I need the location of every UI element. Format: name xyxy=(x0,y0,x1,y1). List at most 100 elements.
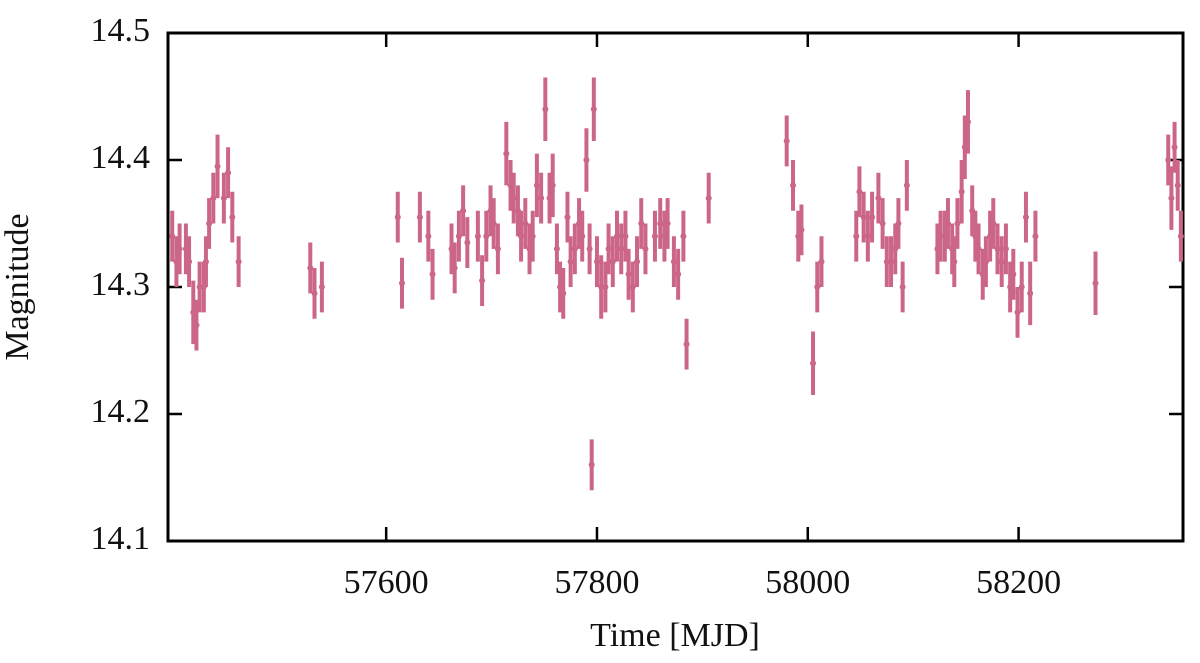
data-point xyxy=(196,284,203,290)
data-point xyxy=(903,182,910,189)
data-point xyxy=(425,233,432,240)
data-point xyxy=(318,284,325,290)
data-point xyxy=(1022,214,1029,221)
data-point xyxy=(899,284,906,290)
data-point xyxy=(398,280,405,287)
data-point xyxy=(588,461,595,468)
data-point xyxy=(474,233,481,240)
data-point xyxy=(609,258,616,265)
data-point xyxy=(798,226,805,233)
data-point xyxy=(954,220,961,227)
data-point xyxy=(1171,144,1178,151)
data-point xyxy=(680,233,687,240)
data-point xyxy=(225,169,232,176)
data-point xyxy=(618,245,625,252)
data-point xyxy=(1174,182,1181,189)
data-point xyxy=(214,163,221,170)
data-point xyxy=(538,195,545,202)
data-point xyxy=(533,182,540,189)
data-point xyxy=(1002,245,1009,252)
data-point xyxy=(483,233,490,240)
data-point xyxy=(598,284,605,290)
data-point xyxy=(664,220,671,227)
data-point xyxy=(888,258,895,265)
data-point xyxy=(583,157,590,163)
data-point xyxy=(975,245,982,252)
data-point xyxy=(883,258,890,265)
data-point xyxy=(1018,284,1025,290)
data-point xyxy=(625,271,632,278)
data-point xyxy=(564,214,571,221)
data-point xyxy=(206,220,213,227)
y-axis-title: Magnitude xyxy=(0,213,36,360)
data-point xyxy=(307,264,314,271)
data-point xyxy=(235,258,242,265)
data-point xyxy=(683,341,690,348)
data-point xyxy=(937,233,944,240)
data-point xyxy=(579,233,586,240)
x-tick-label: 58000 xyxy=(765,564,850,601)
data-point xyxy=(416,214,423,221)
data-point xyxy=(1092,280,1099,287)
data-point xyxy=(964,118,971,125)
data-point xyxy=(990,220,997,227)
data-point xyxy=(994,245,1001,252)
data-point xyxy=(864,233,871,240)
data-point xyxy=(518,233,525,240)
data-point xyxy=(542,106,549,113)
data-point xyxy=(479,277,486,284)
data-point xyxy=(853,233,860,240)
data-point xyxy=(998,258,1005,265)
data-point xyxy=(210,195,217,202)
x-tick-label: 57600 xyxy=(344,564,429,601)
data-point xyxy=(186,258,193,265)
data-point xyxy=(783,137,790,144)
y-tick-label: 14.3 xyxy=(91,266,151,303)
data-point xyxy=(856,188,863,195)
data-point xyxy=(879,220,886,227)
data-point xyxy=(522,220,529,227)
data-point xyxy=(670,258,677,265)
data-point xyxy=(629,284,636,290)
data-point xyxy=(705,195,712,202)
data-point xyxy=(220,195,227,202)
data-point xyxy=(490,220,497,227)
data-point xyxy=(634,258,641,265)
data-point xyxy=(553,245,560,252)
y-tick-label: 14.2 xyxy=(91,393,151,430)
data-point xyxy=(464,239,471,246)
data-point xyxy=(638,220,645,227)
data-point xyxy=(494,245,501,252)
data-point xyxy=(451,264,458,271)
data-point xyxy=(229,214,236,221)
data-point xyxy=(429,271,436,278)
data-point xyxy=(1165,157,1172,163)
data-point xyxy=(586,245,593,252)
data-point xyxy=(642,245,649,252)
x-tick-label: 57800 xyxy=(554,564,639,601)
data-point xyxy=(1027,290,1034,297)
data-point xyxy=(605,245,612,252)
data-point xyxy=(1177,233,1184,240)
data-point xyxy=(460,207,467,214)
data-point xyxy=(1010,271,1017,278)
data-point xyxy=(394,214,401,221)
x-tick-label: 58200 xyxy=(976,564,1061,601)
data-point xyxy=(1168,195,1175,202)
data-point xyxy=(602,284,609,290)
data-point xyxy=(958,188,965,195)
data-point xyxy=(814,284,821,290)
x-axis-title: Time [MJD] xyxy=(590,617,760,654)
data-point xyxy=(593,258,600,265)
data-point xyxy=(549,182,556,189)
data-point xyxy=(895,220,902,227)
data-point xyxy=(818,258,825,265)
data-point xyxy=(790,182,797,189)
data-point xyxy=(1014,309,1021,316)
y-tick-label: 14.5 xyxy=(91,12,151,49)
data-point xyxy=(951,258,958,265)
data-point xyxy=(622,233,629,240)
data-point xyxy=(614,233,621,240)
data-point xyxy=(590,106,597,113)
